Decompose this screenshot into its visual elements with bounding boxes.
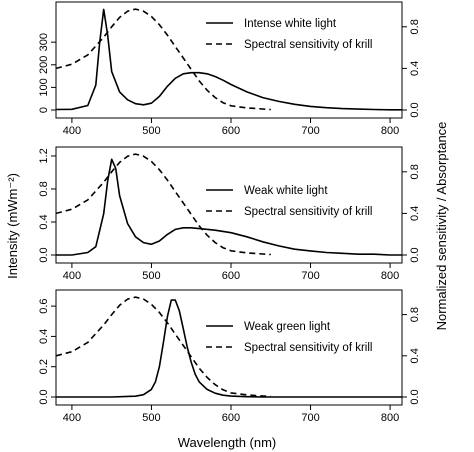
panels: 400 500 600 700 800 0 100 200 300 0.0 0.4 0.8 Intens… [38, 1, 421, 424]
plot-frame [55, 289, 403, 406]
y-right-tick-label: 0.8 [409, 19, 421, 34]
x-tick-label: 400 [63, 270, 81, 282]
y-left-tick-label: 200 [38, 56, 50, 74]
legend-label: Intense white light [244, 18, 337, 30]
y-right-tick-label: 0.4 [409, 61, 421, 76]
x-tick-label: 600 [222, 270, 240, 282]
x-tick-label: 700 [301, 125, 319, 137]
legend-label: Spectral sensitivity of krill [244, 206, 372, 218]
y-right-tick-label: 0.8 [409, 164, 421, 179]
y-left-tick-label: 0 [38, 107, 50, 113]
x-tick-label: 400 [63, 412, 81, 424]
legend: Weak green light Spectral sensitivity of … [206, 321, 372, 354]
x-tick-label: 400 [63, 125, 81, 137]
y-right-tick-label: 0.0 [409, 102, 421, 117]
y-left-tick-label: 0.6 [38, 298, 50, 313]
krill-sensitivity-line [56, 296, 271, 398]
plot-frame [55, 146, 403, 264]
legend-label: Spectral sensitivity of krill [244, 342, 372, 354]
right-axis-title: Normalized sensitivity / Absorptance [434, 122, 449, 331]
x-tick-label: 700 [301, 270, 319, 282]
y-left-tick-label: 0.0 [38, 389, 50, 404]
y-right-tick-label: 0.0 [409, 247, 421, 262]
y-right-tick-label: 0.0 [409, 389, 421, 404]
legend-label: Weak white light [244, 185, 328, 197]
panel-3: 400 500 600 700 800 0.0 0.2 0.4 0.6 0.0 0.4 0.8 Weak… [38, 289, 421, 424]
x-tick-label: 700 [301, 412, 319, 424]
y-right-tick-label: 0.4 [409, 348, 421, 363]
panel-2: 400 500 600 700 800 0.0 0.4 0.8 1.2 0.0 0.4 0.8 Weak… [38, 146, 421, 282]
x-tick-label: 500 [142, 270, 160, 282]
y-right-tick-label: 0.8 [409, 307, 421, 322]
x-tick-label: 500 [142, 125, 160, 137]
y-right-tick-label: 0.4 [409, 206, 421, 221]
krill-sensitivity-line [56, 8, 271, 111]
krill-sensitivity-line [56, 153, 271, 256]
plot-frame [55, 1, 403, 119]
y-left-tick-label: 0.0 [38, 247, 50, 262]
x-tick-label: 500 [142, 412, 160, 424]
legend: Weak white light Spectral sensitivity of … [206, 185, 372, 218]
legend: Intense white light Spectral sensitivity … [206, 18, 372, 51]
panel-1: 400 500 600 700 800 0 100 200 300 0.0 0.4 0.8 Intens… [38, 1, 421, 137]
x-tick-label: 800 [381, 412, 399, 424]
y-left-tick-label: 300 [38, 33, 50, 51]
x-tick-label: 800 [381, 125, 399, 137]
left-axis-title: Intensity (mWm⁻²) [5, 173, 20, 279]
y-left-tick-label: 1.2 [38, 148, 50, 163]
y-left-tick-label: 0.8 [38, 181, 50, 196]
y-left-tick-label: 0.2 [38, 359, 50, 374]
x-tick-label: 600 [222, 125, 240, 137]
y-left-tick-label: 100 [38, 78, 50, 96]
x-tick-label: 600 [222, 412, 240, 424]
y-left-tick-label: 0.4 [38, 214, 50, 229]
light-intensity-line [56, 299, 402, 398]
light-intensity-line [56, 8, 402, 111]
x-tick-label: 800 [381, 270, 399, 282]
legend-label: Weak green light [244, 321, 331, 333]
x-axis-title: Wavelength (nm) [178, 435, 277, 450]
legend-label: Spectral sensitivity of krill [244, 39, 372, 51]
y-left-tick-label: 0.4 [38, 329, 50, 344]
